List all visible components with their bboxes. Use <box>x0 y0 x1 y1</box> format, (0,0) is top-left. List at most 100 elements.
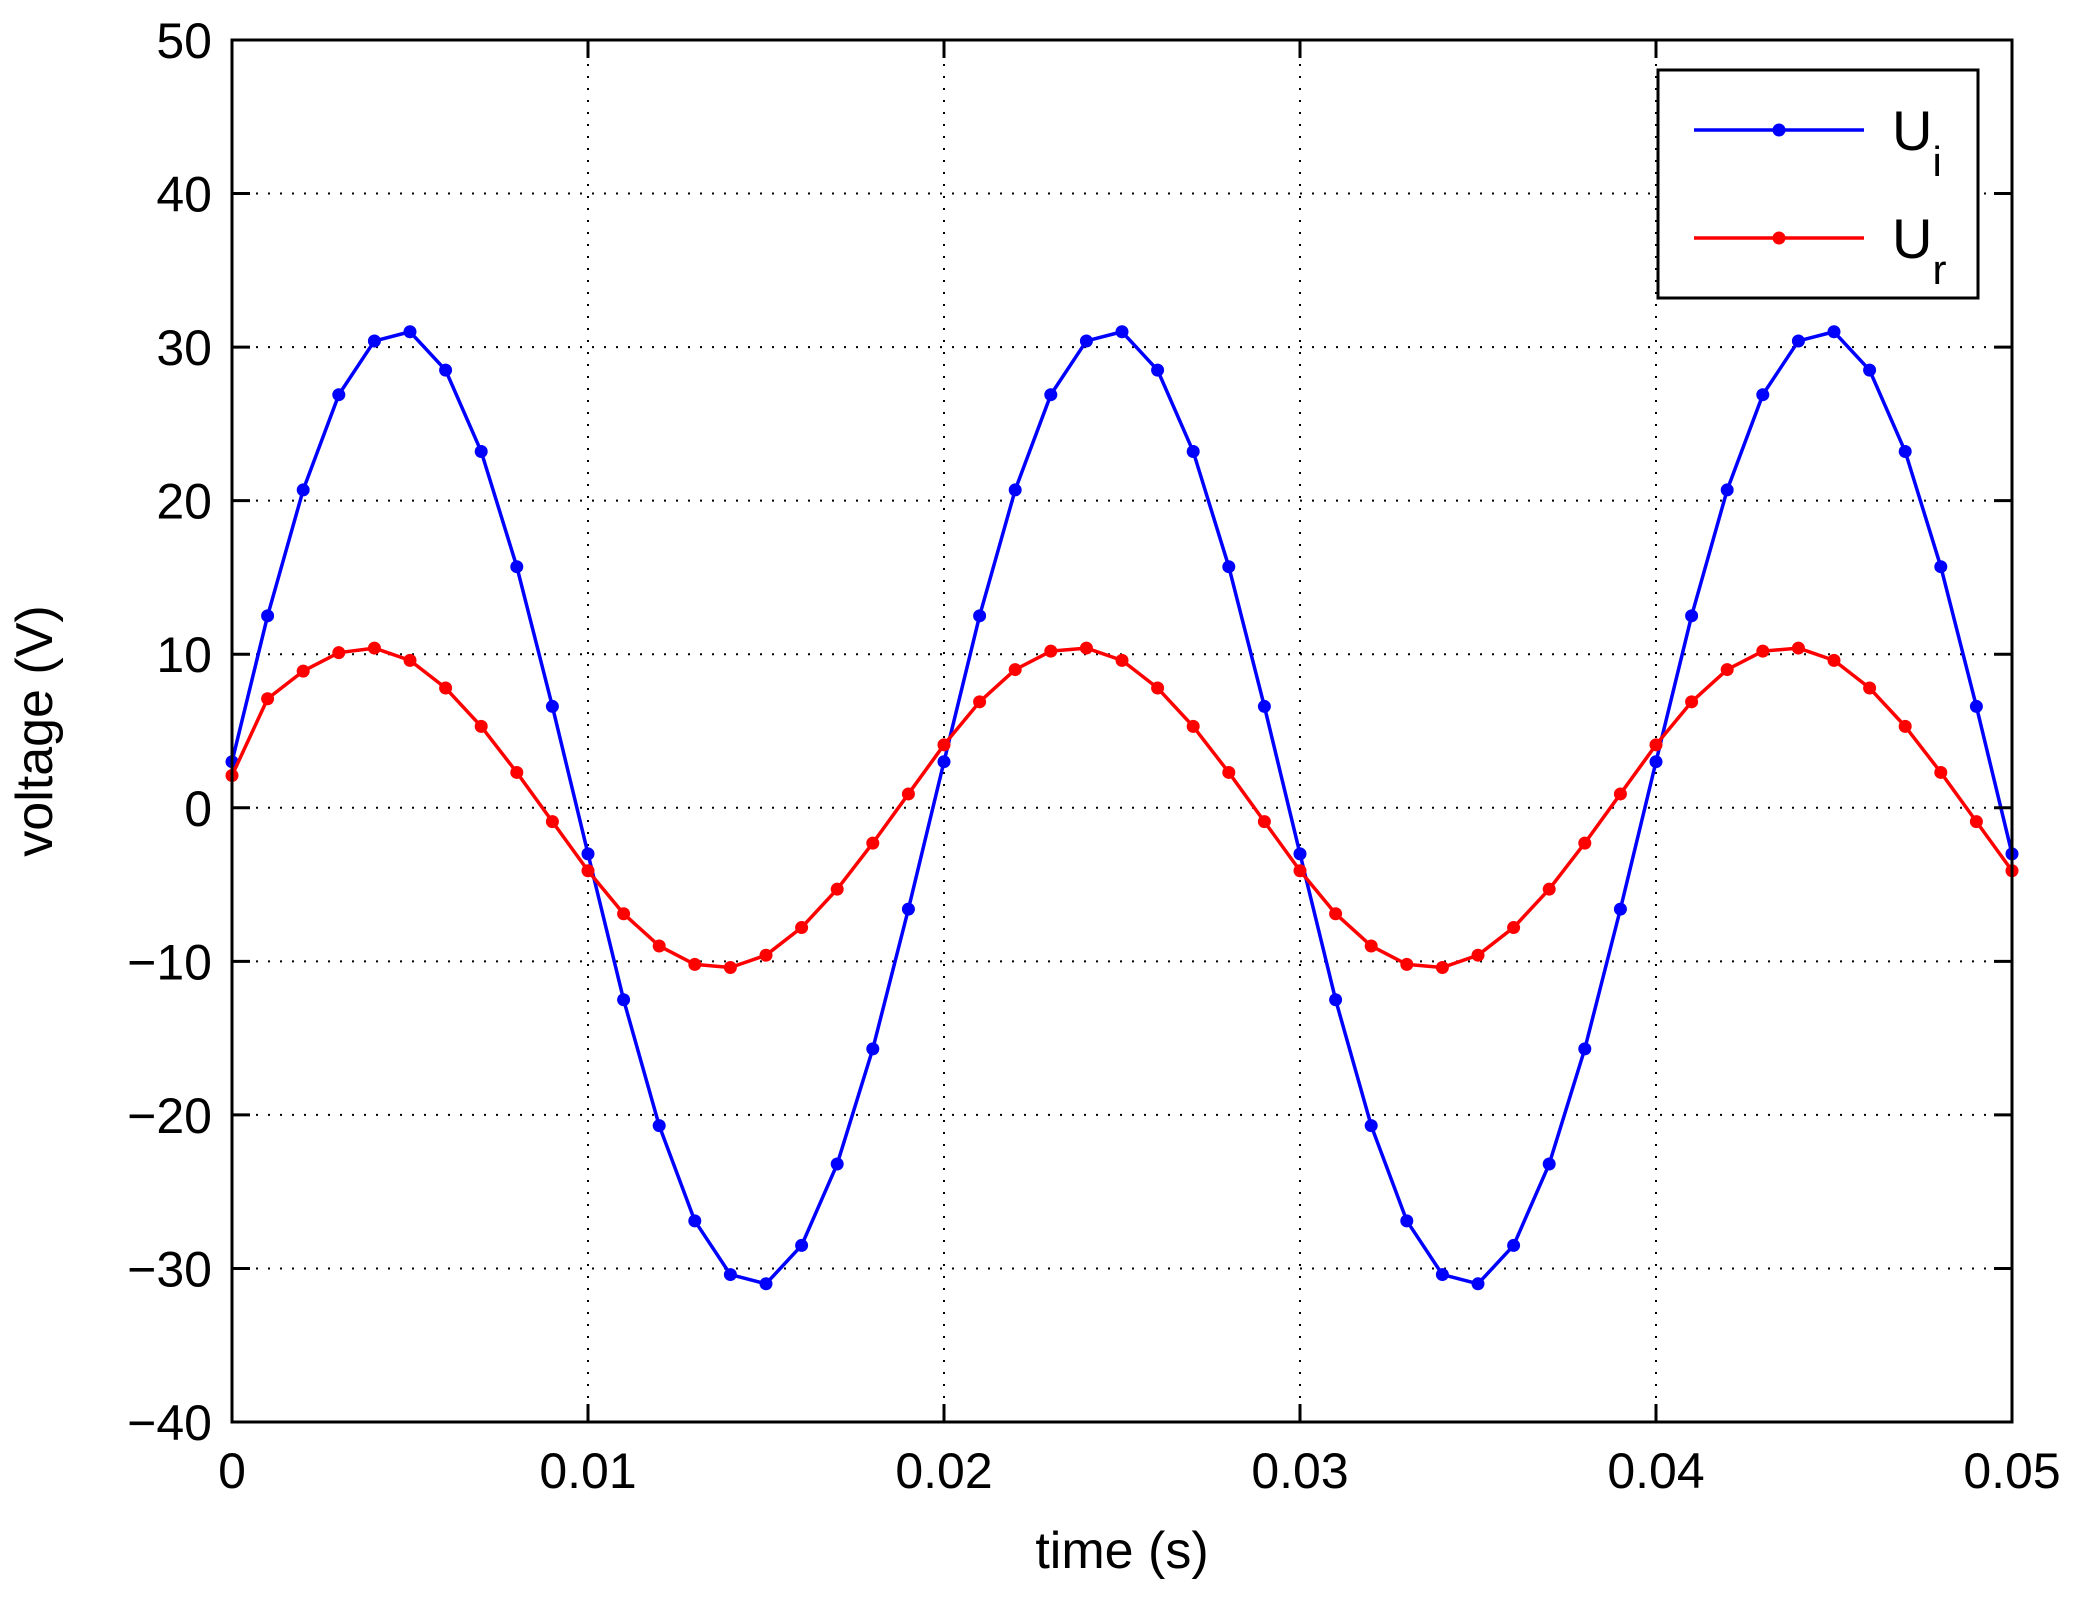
data-point <box>1578 836 1592 850</box>
y-tick-label: −20 <box>127 1088 212 1144</box>
data-point <box>1435 1268 1449 1282</box>
data-point <box>439 363 453 377</box>
axis-ticks: 0 0.01 0.02 0.03 0.04 0.05 −40 −30 −20 −10 0 10 20 30… <box>127 13 2060 1499</box>
data-point <box>261 609 275 623</box>
y-tick-label: 20 <box>156 474 212 530</box>
plot-frame <box>230 38 2014 1424</box>
data-point <box>795 921 809 935</box>
data-point <box>1329 907 1343 921</box>
data-point <box>617 907 631 921</box>
data-point <box>1293 864 1307 878</box>
data-point <box>1151 681 1165 695</box>
x-tick-label: 0.01 <box>539 1443 636 1499</box>
data-point <box>545 815 559 829</box>
x-tick-label: 0.02 <box>895 1443 992 1499</box>
data-point <box>296 664 310 678</box>
data-point <box>510 560 524 574</box>
data-point <box>403 653 417 667</box>
data-point <box>1934 765 1948 779</box>
data-point <box>1969 815 1983 829</box>
data-point <box>652 939 666 953</box>
data-point <box>1044 644 1058 658</box>
data-point <box>1079 641 1093 655</box>
data-point <box>581 864 595 878</box>
data-point <box>1685 695 1699 709</box>
data-point <box>901 902 915 916</box>
data-point <box>1756 388 1770 402</box>
data-point <box>1542 882 1556 896</box>
data-point <box>1613 787 1627 801</box>
series-u-r <box>225 641 2019 974</box>
y-tick-label: 40 <box>156 167 212 223</box>
data-point <box>1898 719 1912 733</box>
data-point <box>1115 325 1129 339</box>
data-point <box>1115 653 1129 667</box>
data-point <box>510 765 524 779</box>
data-point <box>723 1268 737 1282</box>
data-point <box>1293 847 1307 861</box>
data-point <box>1507 921 1521 935</box>
x-tick-label: 0 <box>218 1443 246 1499</box>
data-point <box>973 695 987 709</box>
data-point <box>581 847 595 861</box>
data-point <box>1791 641 1805 655</box>
data-point <box>652 1119 666 1133</box>
data-point <box>1720 483 1734 497</box>
y-tick-label: 0 <box>184 781 212 837</box>
data-point <box>1435 960 1449 974</box>
data-point <box>866 836 880 850</box>
data-point <box>1649 755 1663 769</box>
data-point <box>1507 1238 1521 1252</box>
data-point <box>1649 738 1663 752</box>
data-point <box>1151 363 1165 377</box>
data-point <box>937 755 951 769</box>
data-point <box>1400 957 1414 971</box>
data-point <box>1257 815 1271 829</box>
data-point <box>1008 483 1022 497</box>
data-point <box>1400 1214 1414 1228</box>
data-point <box>901 787 915 801</box>
y-tick-label: 30 <box>156 320 212 376</box>
data-point <box>723 960 737 974</box>
y-axis-label: voltage (V) <box>6 605 64 856</box>
data-point <box>1364 1119 1378 1133</box>
data-point <box>688 1214 702 1228</box>
legend-marker <box>1772 231 1786 245</box>
data-point <box>688 957 702 971</box>
data-point <box>830 1157 844 1171</box>
y-tick-label: −40 <box>127 1395 212 1451</box>
data-point <box>1969 699 1983 713</box>
data-point <box>1863 681 1877 695</box>
data-point <box>830 882 844 896</box>
data-point <box>1791 334 1805 348</box>
y-tick-label: 50 <box>156 13 212 69</box>
data-point <box>617 993 631 1007</box>
legend-marker <box>1772 123 1786 137</box>
data-point <box>973 609 987 623</box>
data-point <box>1222 560 1236 574</box>
data-point <box>1008 663 1022 677</box>
data-point <box>1720 663 1734 677</box>
data-point <box>1685 609 1699 623</box>
data-point <box>474 445 488 459</box>
data-point <box>1471 1277 1485 1291</box>
data-point <box>1222 765 1236 779</box>
data-point <box>1827 325 1841 339</box>
data-point <box>1329 993 1343 1007</box>
y-tick-label: −10 <box>127 934 212 990</box>
data-point <box>403 325 417 339</box>
data-point <box>1934 560 1948 574</box>
data-point <box>296 483 310 497</box>
series-u-i <box>225 325 2019 1291</box>
data-point <box>367 641 381 655</box>
data-point <box>332 646 346 660</box>
data-point <box>1471 948 1485 962</box>
legend-label-subscript: i <box>1932 138 1941 185</box>
data-point <box>1044 388 1058 402</box>
data-point <box>1257 699 1271 713</box>
y-tick-label: 10 <box>156 627 212 683</box>
data-point <box>332 388 346 402</box>
data-point <box>1756 644 1770 658</box>
